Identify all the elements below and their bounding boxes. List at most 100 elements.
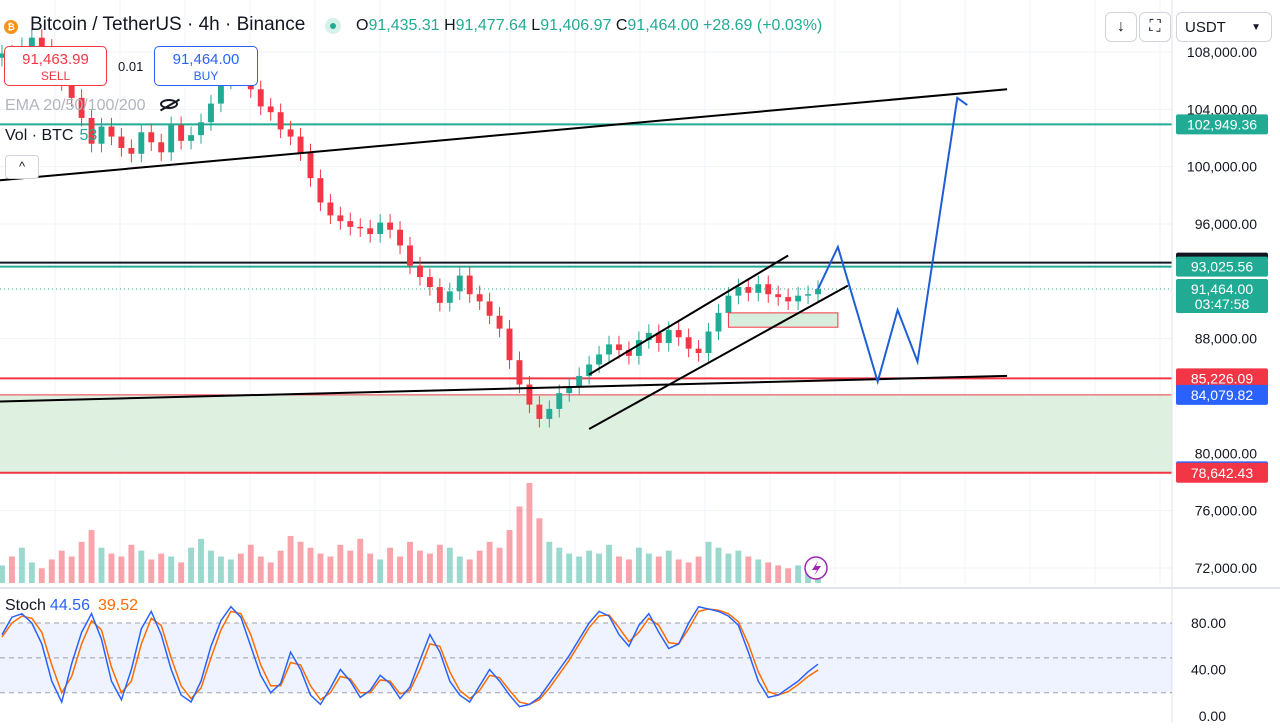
close-value: 91,464.00 (627, 17, 699, 34)
sell-label: SELL (40, 69, 71, 83)
candle-body (795, 295, 802, 302)
volume-bar (138, 550, 145, 583)
candle-body (705, 331, 712, 353)
volume-value: 53 (79, 127, 98, 144)
price-label-text: 84,079.82 (1191, 387, 1253, 403)
candle-body (317, 178, 324, 203)
chevron-down-icon: ▼ (1251, 22, 1261, 33)
volume-bar (247, 544, 254, 583)
candle-body (347, 221, 354, 227)
spread-value: 0.01 (118, 59, 144, 74)
candle-body (148, 132, 155, 143)
candle-body (715, 312, 722, 332)
volume-bar (188, 547, 195, 583)
candle-body (685, 337, 692, 349)
volume-bar (148, 559, 155, 583)
low-label: L (531, 17, 541, 34)
candle-body (775, 294, 782, 298)
candle-body (417, 265, 423, 278)
projection-path (817, 96, 968, 386)
volume-bar (496, 547, 503, 583)
volume-bar (317, 553, 324, 583)
volume-bar (198, 538, 204, 583)
buy-button[interactable]: 91,464.00 BUY (154, 46, 258, 86)
candle-body (466, 275, 473, 295)
volume-bar (675, 559, 682, 583)
candle-body (367, 228, 374, 235)
candle-body (337, 215, 344, 222)
volume-bar (108, 553, 115, 583)
volume-bar (755, 559, 762, 583)
open-label: O (356, 17, 369, 34)
volume-bar (446, 547, 453, 583)
candle-body (496, 315, 503, 329)
price-label-box (1176, 279, 1268, 314)
volume-bar (88, 530, 95, 583)
eye-off-icon[interactable] (160, 99, 180, 111)
candle-body (765, 284, 772, 295)
candle-body (596, 354, 603, 365)
currency-select[interactable]: USDT ▼ (1176, 12, 1272, 42)
grid-lines (0, 0, 1172, 585)
candle-body (616, 344, 622, 351)
volume-bar (566, 553, 573, 583)
volume-bar (237, 553, 244, 583)
collapse-indicators-button[interactable]: ^ (5, 155, 39, 179)
candle-body (436, 287, 443, 303)
volume-bar (297, 541, 304, 583)
volume-bar (48, 559, 55, 583)
candle-body (446, 291, 453, 303)
price-tick-label: 76,000.00 (1195, 503, 1257, 519)
candle-body (635, 340, 642, 356)
candle-body (407, 245, 413, 266)
price-tick-label: 72,000.00 (1195, 560, 1257, 576)
volume-bar (795, 565, 802, 583)
volume-bar (596, 553, 603, 583)
price-label-box (1176, 114, 1268, 135)
symbol-title[interactable]: Bitcoin / TetherUS · 4h · Binance (30, 14, 306, 35)
candle-body (486, 301, 493, 316)
candle-body (98, 126, 105, 144)
sell-button[interactable]: 91,463.99 SELL (4, 46, 107, 86)
download-button[interactable]: ↓ (1105, 12, 1137, 42)
close-label: C (615, 17, 628, 34)
volume-bar (466, 559, 473, 583)
volume-bar (158, 553, 165, 583)
trendline-upper-trend (0, 88, 1008, 182)
countdown-label-text: 03:47:58 (1195, 296, 1250, 312)
volume-bar (9, 556, 15, 583)
candle-body (506, 328, 513, 361)
volume-bar (645, 553, 652, 583)
volume-bar (536, 518, 543, 583)
candle-body (178, 125, 185, 141)
price-tick-label: 100,000.00 (1187, 159, 1257, 175)
trendline-channel-bottom (588, 284, 849, 430)
volume-bar (58, 550, 65, 583)
candle-body (0, 53, 5, 58)
volume-bar (377, 559, 384, 583)
price-label-box (1176, 256, 1268, 277)
ema-legend[interactable]: EMA 20/50/100/200 (5, 97, 180, 115)
candle-body (297, 136, 304, 153)
volume-bar (705, 541, 712, 583)
volume-bar (616, 556, 622, 583)
chart-header: ₿ Bitcoin / TetherUS · 4h · Binance O91,… (0, 0, 1280, 52)
volume-bar (785, 568, 792, 583)
volume-bar (38, 568, 45, 583)
volume-legend[interactable]: Vol · BTC 53 (5, 127, 97, 145)
volume-bar (178, 562, 185, 583)
fullscreen-button[interactable]: ⛶ (1139, 12, 1171, 42)
candle-body (108, 126, 115, 137)
volume-bar (128, 544, 135, 583)
candle-body (267, 106, 274, 113)
volume-bar (685, 562, 692, 583)
price-tick-label: 96,000.00 (1195, 216, 1257, 232)
high-label: H (444, 17, 456, 34)
candle-body (456, 275, 463, 292)
stoch-d-value: 39.52 (97, 597, 139, 614)
stoch-legend[interactable]: Stoch 44.56 39.52 (5, 597, 138, 615)
sell-price: 91,463.99 (22, 51, 89, 68)
candle-body (38, 37, 45, 48)
